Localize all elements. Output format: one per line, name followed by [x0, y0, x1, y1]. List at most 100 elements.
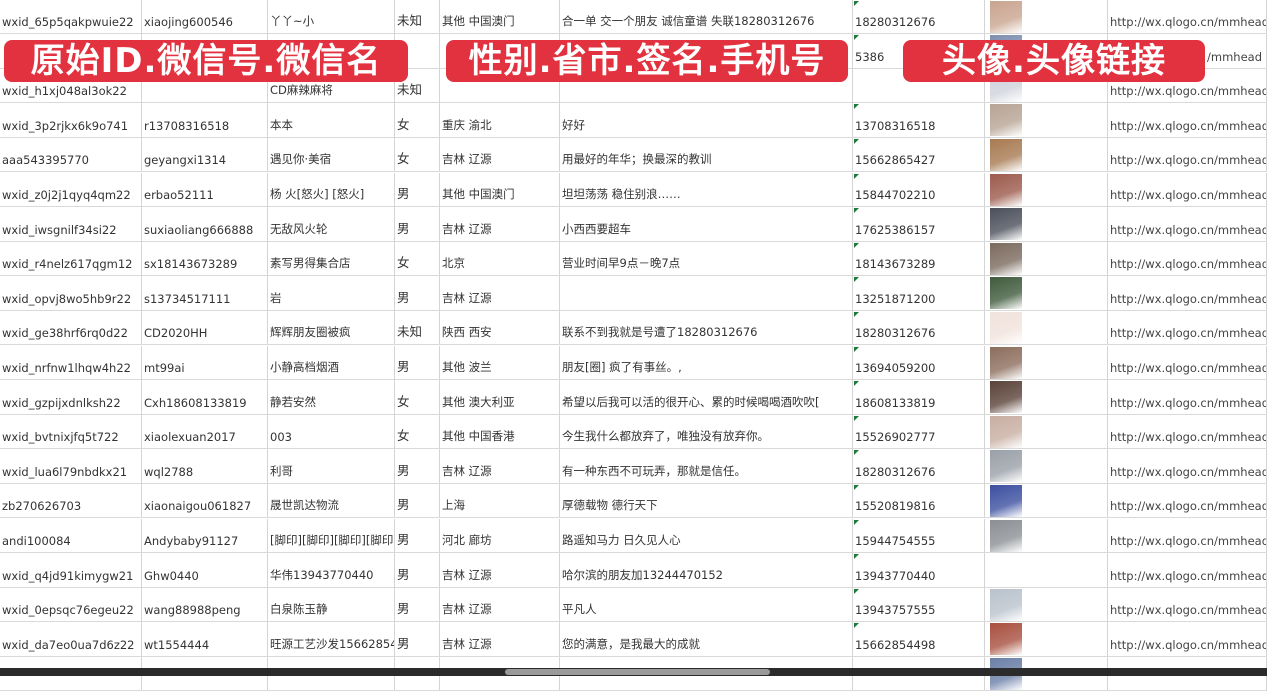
cell-phone[interactable]: 15844702210 — [853, 172, 985, 207]
cell-phone[interactable]: 17625386157 — [853, 207, 985, 241]
cell-phone[interactable] — [853, 68, 985, 103]
cell-original-id[interactable]: wxid_0epsqc76egeu22 — [0, 587, 142, 622]
cell-original-id[interactable]: wxid_iwsgnilf34si22 — [0, 207, 142, 241]
cell-wechat-id[interactable]: mt99ai — [142, 345, 268, 380]
cell-signature[interactable]: 朋友[圈] 疯了有事丝。, — [560, 345, 853, 380]
cell-gender[interactable]: 男 — [395, 449, 440, 483]
cell-avatar[interactable] — [985, 276, 1108, 310]
cell-signature[interactable] — [560, 34, 853, 68]
cell-phone[interactable]: 15944754555 — [853, 518, 985, 553]
cell-phone[interactable]: 15526902777 — [853, 414, 985, 449]
cell-phone[interactable]: 18280312676 — [853, 0, 985, 34]
cell-avatar-link[interactable]: http://wx.qlogo.cn/mmhead — [1108, 553, 1267, 587]
cell-avatar[interactable] — [985, 587, 1108, 622]
cell-phone[interactable]: 13708316518 — [853, 103, 985, 137]
cell-phone[interactable]: 13943757555 — [853, 587, 985, 622]
cell-wechat-name[interactable]: 本本 — [268, 103, 395, 137]
cell-avatar[interactable] — [985, 103, 1108, 137]
cell-original-id[interactable]: wxid_z0j2j1qyq4qm22 — [0, 172, 142, 207]
cell-gender[interactable] — [395, 34, 440, 68]
cell-avatar[interactable] — [985, 622, 1108, 656]
cell-wechat-id[interactable]: Andybaby91127 — [142, 518, 268, 553]
cell-signature[interactable]: 坦坦荡荡 稳住别浪…… — [560, 172, 853, 207]
cell-wechat-id[interactable]: erbao52111 — [142, 172, 268, 207]
cell-wechat-name[interactable]: [脚印][脚印][脚印][脚印] — [268, 518, 395, 553]
cell-avatar[interactable] — [985, 380, 1108, 414]
cell-phone[interactable]: 18608133819 — [853, 380, 985, 414]
cell-phone[interactable]: 18280312676 — [853, 449, 985, 483]
cell-avatar-link[interactable]: http://wx.qlogo.cn/mmhead — [1108, 380, 1267, 414]
cell-gender[interactable]: 男 — [395, 553, 440, 587]
cell-original-id[interactable]: zb270626703 — [0, 483, 142, 518]
cell-signature[interactable]: 联系不到我就是号遭了18280312676 — [560, 310, 853, 345]
cell-gender[interactable]: 未知 — [395, 0, 440, 34]
cell-wechat-id[interactable]: geyangxi1314 — [142, 137, 268, 172]
cell-wechat-name[interactable]: 华伟13943770440 — [268, 553, 395, 587]
cell-wechat-name[interactable]: 岩 — [268, 276, 395, 310]
cell-original-id[interactable]: wxid_q4jd91kimygw21 — [0, 553, 142, 587]
cell-original-id[interactable]: wxid_3p2rjkx6k9o741 — [0, 103, 142, 137]
cell-avatar[interactable] — [985, 241, 1108, 276]
cell-wechat-id[interactable]: xiaojing600546 — [142, 0, 268, 34]
cell-avatar[interactable] — [985, 518, 1108, 553]
cell-wechat-id[interactable]: s13734517111 — [142, 276, 268, 310]
cell-original-id[interactable]: wxid_bvtnixjfq5t722 — [0, 414, 142, 449]
cell-original-id[interactable]: wxid_nrfnw1lhqw4h22 — [0, 345, 142, 380]
cell-avatar-link[interactable]: http://wx.qlogo.cn/mmhead — [1108, 414, 1267, 449]
cell-region[interactable]: 吉林 辽源 — [440, 553, 560, 587]
cell-signature[interactable]: 合一单 交一个朋友 诚信童谱 失联18280312676 — [560, 0, 853, 34]
cell-avatar-link[interactable]: http://wx.qlogo.cn/mmhead — [1108, 587, 1267, 622]
cell-wechat-id[interactable] — [142, 68, 268, 103]
cell-wechat-name[interactable]: 旺源工艺沙发15662854 — [268, 622, 395, 656]
cell-wechat-name[interactable]: 003 — [268, 414, 395, 449]
cell-wechat-name[interactable]: 辉辉朋友圈被疯 — [268, 310, 395, 345]
cell-region[interactable]: 其他 中国澳门 — [440, 0, 560, 34]
cell-phone[interactable]: 18280312676 — [853, 310, 985, 345]
cell-avatar-link[interactable]: http://wx.qlogo.cn/mmhead — [1108, 241, 1267, 276]
cell-avatar-link[interactable]: http://wx.qlogo.cn/mmhead — [1108, 518, 1267, 553]
cell-wechat-name[interactable]: CD麻辣麻将 — [268, 68, 395, 103]
cell-region[interactable]: 其他 中国澳门 — [440, 172, 560, 207]
cell-gender[interactable]: 男 — [395, 518, 440, 553]
cell-gender[interactable]: 未知 — [395, 68, 440, 103]
cell-gender[interactable]: 男 — [395, 207, 440, 241]
cell-gender[interactable]: 女 — [395, 414, 440, 449]
cell-wechat-name[interactable]: 静若安然 — [268, 380, 395, 414]
cell-gender[interactable]: 男 — [395, 172, 440, 207]
cell-avatar[interactable] — [985, 172, 1108, 207]
cell-wechat-name[interactable]: 杨 火[怒火] [怒火] — [268, 172, 395, 207]
cell-region[interactable]: 其他 中国香港 — [440, 414, 560, 449]
cell-wechat-id[interactable]: Ghw0440 — [142, 553, 268, 587]
cell-wechat-name[interactable]: 素写男得集合店 — [268, 241, 395, 276]
cell-signature[interactable]: 希望以后我可以活的很开心、累的时候喝喝酒吹吹[ — [560, 380, 853, 414]
cell-wechat-name[interactable]: 无敌风火轮 — [268, 207, 395, 241]
cell-avatar[interactable] — [985, 553, 1108, 587]
cell-region[interactable]: 吉林 辽源 — [440, 276, 560, 310]
cell-avatar-link[interactable]: http://wx.qlogo.cn/mmhead — [1108, 345, 1267, 380]
cell-wechat-id[interactable]: sx18143673289 — [142, 241, 268, 276]
cell-avatar-link[interactable]: http://wx.qlogo.cn/mmhead — [1108, 137, 1267, 172]
cell-gender[interactable]: 男 — [395, 276, 440, 310]
cell-signature[interactable] — [560, 68, 853, 103]
cell-gender[interactable]: 女 — [395, 137, 440, 172]
cell-phone[interactable]: 15662854498 — [853, 622, 985, 656]
cell-original-id[interactable]: wxid_lua6l79nbdkx21 — [0, 449, 142, 483]
cell-avatar-link[interactable]: http://wx.qlogo.cn/mmhead — [1108, 103, 1267, 137]
cell-original-id[interactable]: wxid_ge38hrf6rq0d22 — [0, 310, 142, 345]
cell-avatar[interactable] — [985, 449, 1108, 483]
cell-avatar-link[interactable]: http://wx.qlogo.cn/mmhead — [1108, 310, 1267, 345]
cell-region[interactable]: 陕西 西安 — [440, 310, 560, 345]
cell-gender[interactable]: 男 — [395, 587, 440, 622]
cell-signature[interactable] — [560, 276, 853, 310]
cell-region[interactable]: 其他 澳大利亚 — [440, 380, 560, 414]
cell-gender[interactable]: 未知 — [395, 310, 440, 345]
cell-region[interactable]: 吉林 辽源 — [440, 207, 560, 241]
cell-wechat-id[interactable]: xiaonaigou061827 — [142, 483, 268, 518]
cell-avatar[interactable] — [985, 483, 1108, 518]
cell-phone[interactable]: 13251871200 — [853, 276, 985, 310]
cell-wechat-id[interactable]: r13708316518 — [142, 103, 268, 137]
cell-avatar[interactable] — [985, 310, 1108, 345]
cell-original-id[interactable]: wxid_h1xj048al3ok22 — [0, 68, 142, 103]
cell-region[interactable]: 河北 廊坊 — [440, 518, 560, 553]
cell-signature[interactable]: 今生我什么都放弃了，唯独没有放弃你。 — [560, 414, 853, 449]
